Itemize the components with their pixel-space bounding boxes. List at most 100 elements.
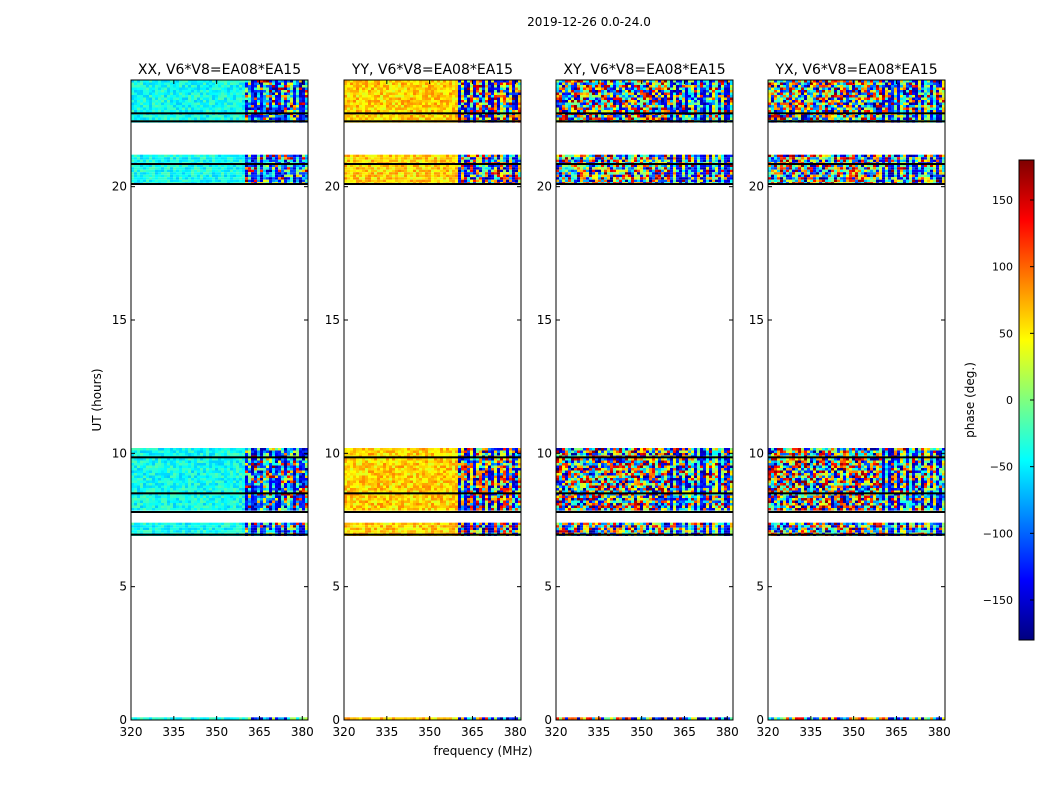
heatmap-cell [449, 453, 452, 456]
heatmap-cell [269, 169, 272, 173]
heatmap-cell [143, 450, 146, 453]
heatmap-cell [182, 500, 185, 503]
heatmap-cell [227, 110, 230, 113]
heatmap-cell [194, 115, 197, 118]
heatmap-cell [194, 475, 197, 478]
heatmap-cell [182, 105, 185, 108]
heatmap-cell [227, 505, 230, 508]
heatmap-cell [281, 508, 284, 511]
heatmap-cell [263, 164, 266, 168]
heatmap-cell [263, 107, 266, 110]
heatmap-cell [164, 488, 167, 491]
heatmap-cell [242, 107, 245, 110]
heatmap-cell [209, 717, 212, 720]
heatmap-cell [305, 80, 308, 83]
heatmap-cell [257, 478, 260, 481]
heatmap-cell [305, 97, 308, 100]
heatmap-cell [353, 522, 356, 526]
heatmap-cell [206, 110, 209, 113]
heatmap-cell [191, 164, 194, 168]
heatmap-cell [386, 473, 389, 476]
heatmap-cell [485, 473, 488, 476]
heatmap-cell [140, 85, 143, 88]
heatmap-cell [467, 522, 470, 526]
heatmap-cell [482, 525, 485, 528]
heatmap-cell [470, 458, 473, 461]
heatmap-cell [365, 525, 368, 528]
heatmap-cell [185, 475, 188, 478]
heatmap-cell [455, 717, 458, 720]
heatmap-cell [131, 115, 134, 118]
heatmap-cell [353, 525, 356, 528]
heatmap-cell [239, 172, 242, 175]
heatmap-cell [140, 105, 143, 108]
heatmap-cell [170, 525, 173, 528]
heatmap-cell [227, 485, 230, 488]
heatmap-cell [197, 498, 200, 501]
heatmap-cell [281, 80, 284, 83]
heatmap-cell [497, 460, 500, 463]
heatmap-cell [296, 460, 299, 463]
heatmap-cell [272, 177, 275, 180]
heatmap-cell [143, 174, 146, 178]
heatmap-cell [410, 473, 413, 476]
heatmap-cell [173, 167, 176, 170]
heatmap-cell [161, 157, 164, 160]
heatmap-cell [209, 480, 212, 483]
heatmap-cell [227, 87, 230, 90]
heatmap-cell [149, 522, 152, 526]
heatmap-cell [146, 90, 149, 93]
heatmap-cell [233, 167, 236, 170]
heatmap-cell [209, 473, 212, 476]
heatmap-cell [506, 460, 509, 463]
heatmap-cell [242, 505, 245, 508]
heatmap-cell [263, 483, 266, 486]
heatmap-cell [347, 450, 350, 453]
heatmap-cell [182, 490, 185, 493]
heatmap-cell [455, 525, 458, 528]
heatmap-cell [305, 85, 308, 88]
heatmap-cell [389, 717, 392, 720]
heatmap-cell [236, 172, 239, 175]
heatmap-cell [140, 167, 143, 170]
heatmap-cell [173, 465, 176, 468]
heatmap-cell [212, 495, 215, 498]
heatmap-cell [425, 475, 428, 478]
heatmap-cell [299, 460, 302, 463]
heatmap-cell [434, 717, 437, 720]
heatmap-cell [305, 488, 308, 491]
heatmap-cell [347, 475, 350, 478]
heatmap-cell [146, 179, 149, 183]
heatmap-cell [257, 488, 260, 491]
heatmap-cell [191, 495, 194, 498]
heatmap-cell [221, 105, 224, 108]
heatmap-cell [455, 458, 458, 461]
heatmap-cell [497, 453, 500, 456]
heatmap-cell [137, 115, 140, 118]
heatmap-cell [227, 172, 230, 175]
heatmap-cell [143, 453, 146, 456]
heatmap-cell [254, 80, 257, 83]
heatmap-cell [230, 717, 233, 720]
heatmap-cell [302, 97, 305, 100]
heatmap-cell [251, 530, 254, 533]
heatmap-cell [302, 488, 305, 491]
heatmap-cell [131, 97, 134, 100]
heatmap-cell [401, 530, 404, 533]
heatmap-cell [197, 490, 200, 493]
heatmap-cell [176, 525, 179, 528]
heatmap-cell [134, 80, 137, 83]
heatmap-cell [185, 522, 188, 526]
heatmap-cell [509, 463, 512, 466]
heatmap-cell [143, 480, 146, 483]
heatmap-cell [266, 105, 269, 108]
heatmap-cell [275, 480, 278, 483]
heatmap-cell [275, 95, 278, 98]
heatmap-cell [476, 527, 479, 531]
heatmap-cell [254, 179, 257, 183]
heatmap-cell [272, 458, 275, 461]
heatmap-cell [275, 470, 278, 473]
heatmap-cell [161, 465, 164, 468]
heatmap-cell [194, 110, 197, 113]
